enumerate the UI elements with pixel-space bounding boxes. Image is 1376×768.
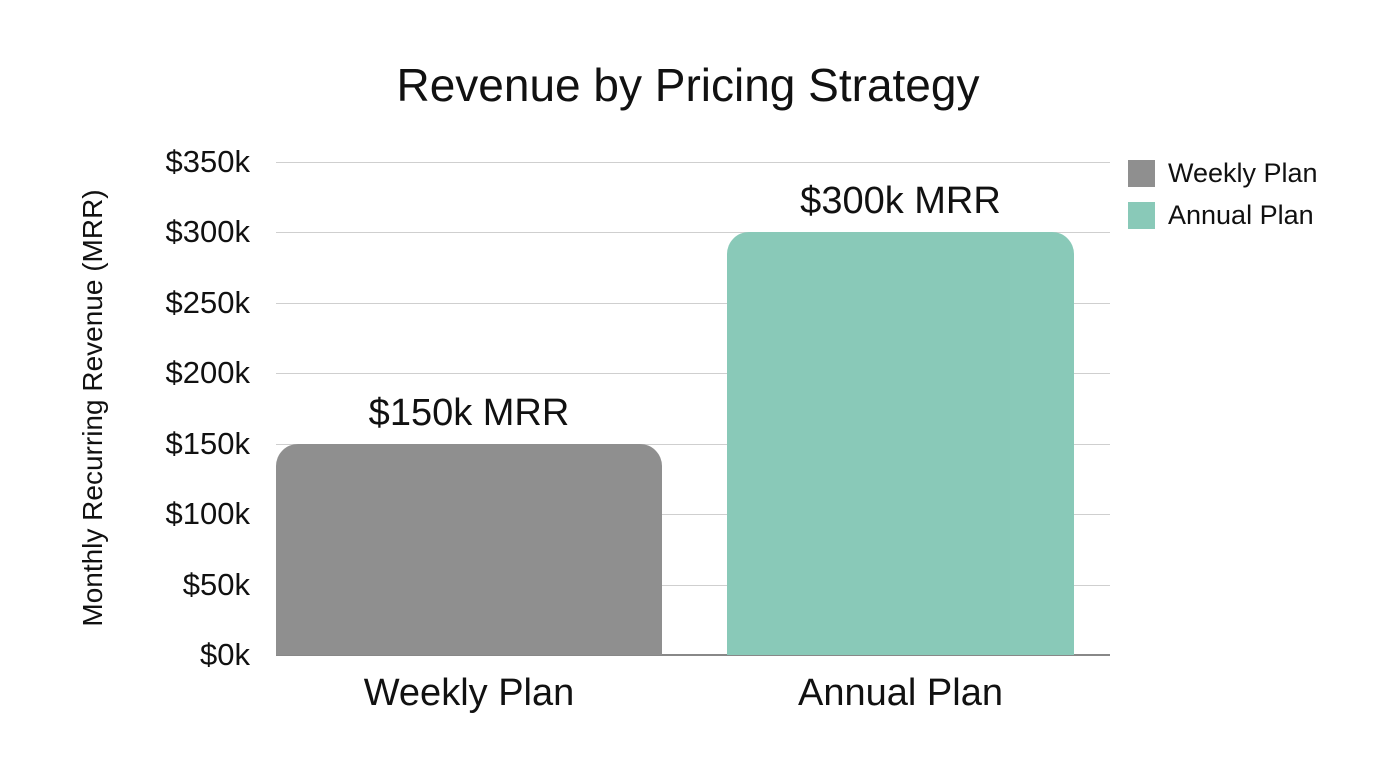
legend-item-annual-plan: Annual Plan (1128, 194, 1318, 236)
gridline (276, 585, 1110, 586)
y-tick-label: $150k (165, 425, 250, 461)
legend-swatch-annual-plan (1128, 201, 1155, 229)
gridline (276, 232, 1110, 233)
x-category-annual-plan: Annual Plan (798, 672, 1003, 714)
y-tick-label: $250k (165, 284, 250, 320)
y-tick-label: $200k (165, 355, 250, 391)
x-category-weekly-plan: Weekly Plan (363, 672, 575, 714)
y-axis-label: Monthly Recurring Revenue (MRR) (77, 189, 108, 627)
chart-title: Revenue by Pricing Strategy (396, 59, 980, 111)
legend-swatch-weekly-plan (1128, 159, 1155, 187)
y-tick-label: $300k (165, 214, 250, 250)
gridline (276, 162, 1110, 163)
data-label-annual-plan: $300k MRR (800, 180, 1001, 223)
gridline (276, 444, 1110, 445)
legend: Weekly Plan Annual Plan (1128, 152, 1318, 236)
bar-weekly-plan (276, 443, 662, 655)
legend-item-weekly-plan: Weekly Plan (1128, 152, 1318, 194)
y-tick-label: $350k (165, 144, 250, 179)
legend-label: Weekly Plan (1168, 157, 1318, 188)
bar-annual-plan (727, 232, 1074, 655)
x-axis-line (276, 654, 1110, 656)
legend-label: Annual Plan (1168, 199, 1314, 230)
y-tick-label: $0k (200, 637, 250, 672)
data-label-weekly-plan: $150k MRR (368, 391, 570, 434)
gridline (276, 303, 1110, 304)
y-tick-label: $100k (165, 496, 250, 532)
y-tick-label: $50k (182, 566, 250, 602)
gridline (276, 373, 1110, 374)
gridline (276, 514, 1110, 515)
